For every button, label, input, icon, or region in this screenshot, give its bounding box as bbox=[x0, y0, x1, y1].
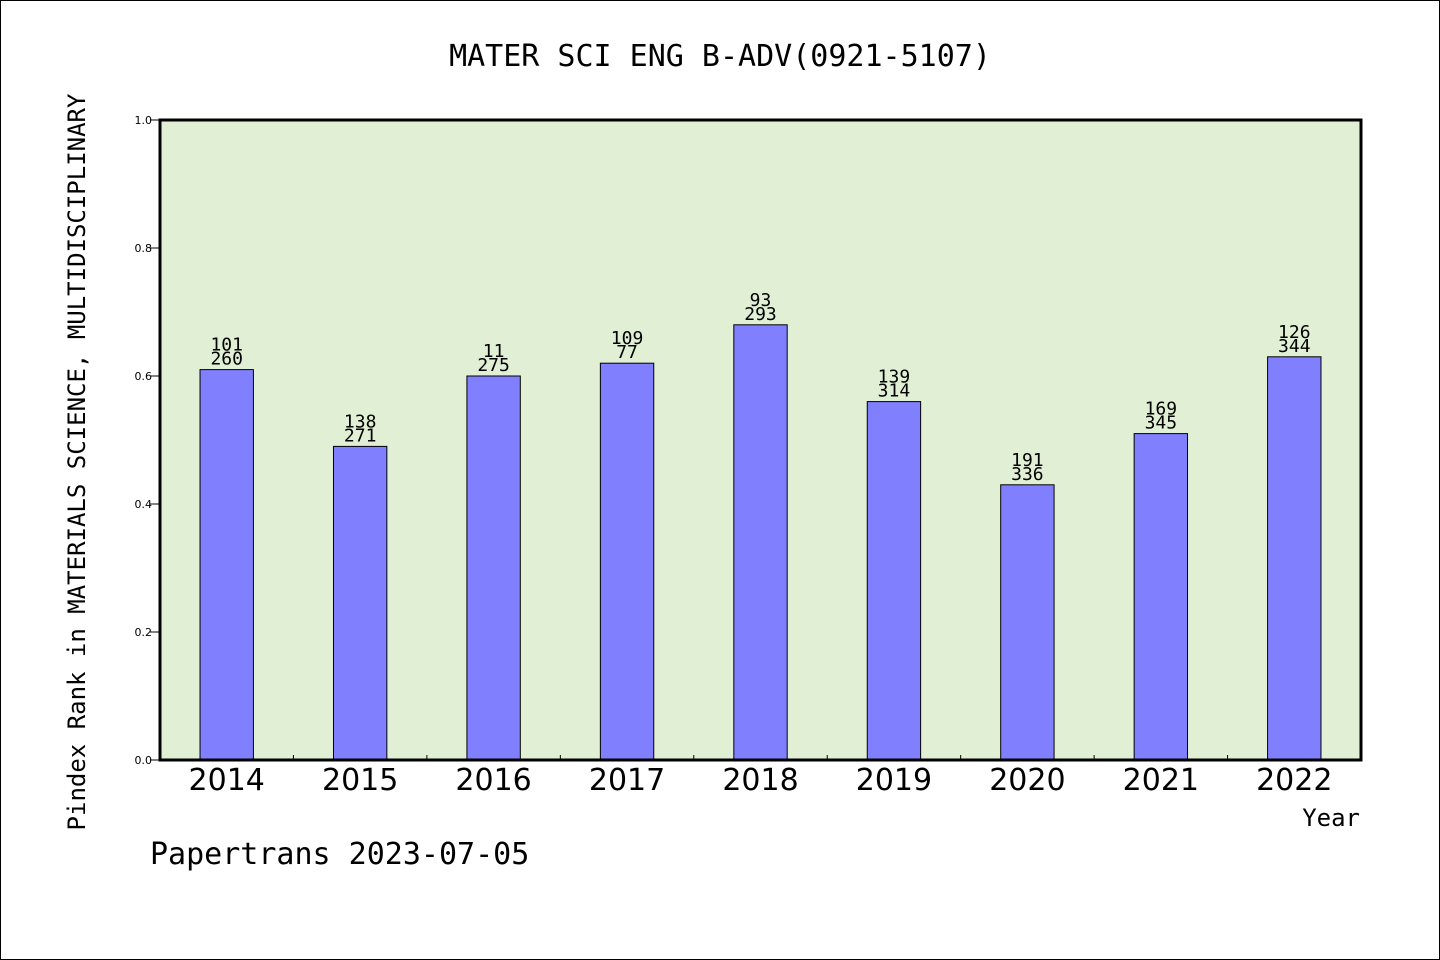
chart-title: MATER SCI ENG B-ADV(0921-5107) bbox=[449, 39, 991, 74]
bar-2018 bbox=[733, 324, 788, 761]
x-axis-label: Year bbox=[1302, 804, 1360, 832]
x-tick-label: 2022 bbox=[1256, 763, 1332, 798]
x-tick-label: 2014 bbox=[189, 763, 265, 798]
bar-rank-label: 126 bbox=[1278, 322, 1311, 343]
x-tick-label: 2015 bbox=[322, 763, 398, 798]
bar-total-label: 271 bbox=[344, 425, 377, 446]
x-tick-label: 2016 bbox=[455, 763, 531, 798]
bar-rank-label: 191 bbox=[1011, 450, 1044, 471]
bar-2022 bbox=[1267, 356, 1322, 761]
x-tick-label: 2021 bbox=[1123, 763, 1199, 798]
bar-2016 bbox=[466, 375, 521, 761]
y-tick-label: 0.2 bbox=[135, 626, 153, 639]
plot-border bbox=[158, 118, 1363, 762]
bar-2020 bbox=[1000, 484, 1055, 761]
bar-total-label: 314 bbox=[878, 381, 911, 402]
bar-rank-label: 138 bbox=[344, 411, 377, 432]
bar-2014 bbox=[199, 369, 254, 761]
x-tick-label: 2019 bbox=[856, 763, 932, 798]
footer-note: Papertrans 2023-07-05 bbox=[150, 837, 529, 872]
x-axis-ticks: 2014 2015 2016 2017 2018 2019 2020 2021 2022 bbox=[189, 755, 1332, 798]
bar-rank-label: 93 bbox=[750, 290, 772, 311]
x-tick-label: 2017 bbox=[589, 763, 665, 798]
bar-total-label: 344 bbox=[1278, 336, 1311, 357]
bar-rank-label: 139 bbox=[878, 367, 911, 388]
bar-2021 bbox=[1133, 433, 1189, 761]
bar-rank-label: 109 bbox=[611, 328, 644, 349]
bar-2015 bbox=[332, 445, 388, 761]
y-tick-label: 0.8 bbox=[135, 242, 153, 255]
bar-rank-label: 11 bbox=[483, 341, 505, 362]
bar-2017 bbox=[599, 362, 655, 761]
bar-total-label: 345 bbox=[1145, 413, 1178, 434]
bar-total-label: 275 bbox=[477, 355, 510, 376]
bar-rank-label: 101 bbox=[210, 335, 243, 356]
bar-total-label: 293 bbox=[744, 304, 777, 325]
bar-2019 bbox=[866, 401, 922, 761]
y-tick-label: 0.0 bbox=[135, 754, 153, 767]
bar-total-label: 77 bbox=[616, 342, 638, 363]
bar-total-label: 336 bbox=[1011, 464, 1044, 485]
y-tick-label: 1.0 bbox=[135, 114, 153, 127]
y-tick-label: 0.4 bbox=[135, 498, 153, 511]
y-axis-label: Pindex Rank in MATERIALS SCIENCE, MULTID… bbox=[63, 93, 91, 830]
bar-total-label: 260 bbox=[210, 349, 243, 370]
y-tick-label: 0.6 bbox=[135, 370, 153, 383]
bars bbox=[199, 324, 1322, 761]
bar-rank-label: 169 bbox=[1145, 399, 1178, 420]
x-tick-label: 2020 bbox=[989, 763, 1065, 798]
x-tick-label: 2018 bbox=[722, 763, 798, 798]
y-axis-ticks: 0.0 0.2 0.4 0.6 0.8 1.0 bbox=[135, 114, 160, 767]
